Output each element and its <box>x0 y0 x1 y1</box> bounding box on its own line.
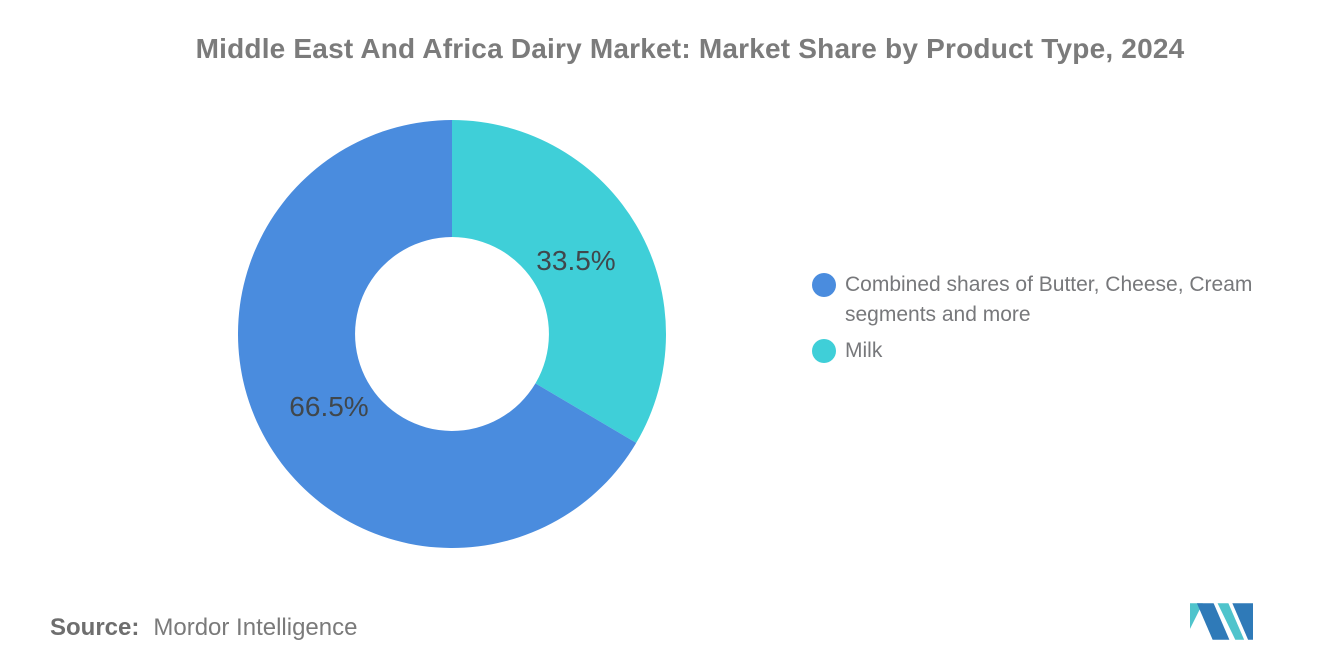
legend-swatch-combined-icon <box>812 273 836 297</box>
donut-svg <box>238 120 666 548</box>
logo-teal-left-icon <box>1190 603 1203 629</box>
logo-blue-main-icon <box>1196 603 1230 640</box>
mordor-intelligence-logo <box>1190 600 1253 640</box>
legend-item-combined: Combined shares of Butter, Cheese, Cream… <box>812 270 1282 330</box>
donut-slice-milk <box>452 120 666 443</box>
source-line: Source: Mordor Intelligence <box>50 614 357 642</box>
legend-swatch-milk-icon <box>812 339 836 363</box>
legend-label-combined: Combined shares of Butter, Cheese, Cream… <box>845 273 1253 326</box>
logo-blue-right-icon <box>1232 603 1253 640</box>
donut-chart: 33.5% 66.5% <box>238 120 666 548</box>
source-value: Mordor Intelligence <box>153 614 358 641</box>
chart-title: Middle East And Africa Dairy Market: Mar… <box>195 33 1185 64</box>
slice-label-milk: 33.5% <box>536 245 616 276</box>
legend: Combined shares of Butter, Cheese, Cream… <box>812 270 1282 372</box>
logo-teal-diagonal-icon <box>1217 603 1245 640</box>
legend-item-milk: Milk <box>812 336 1282 366</box>
slice-label-combined: 66.5% <box>289 391 369 422</box>
legend-label-milk: Milk <box>845 339 883 362</box>
donut-slice-combined <box>238 120 637 548</box>
source-label: Source: <box>50 614 140 641</box>
